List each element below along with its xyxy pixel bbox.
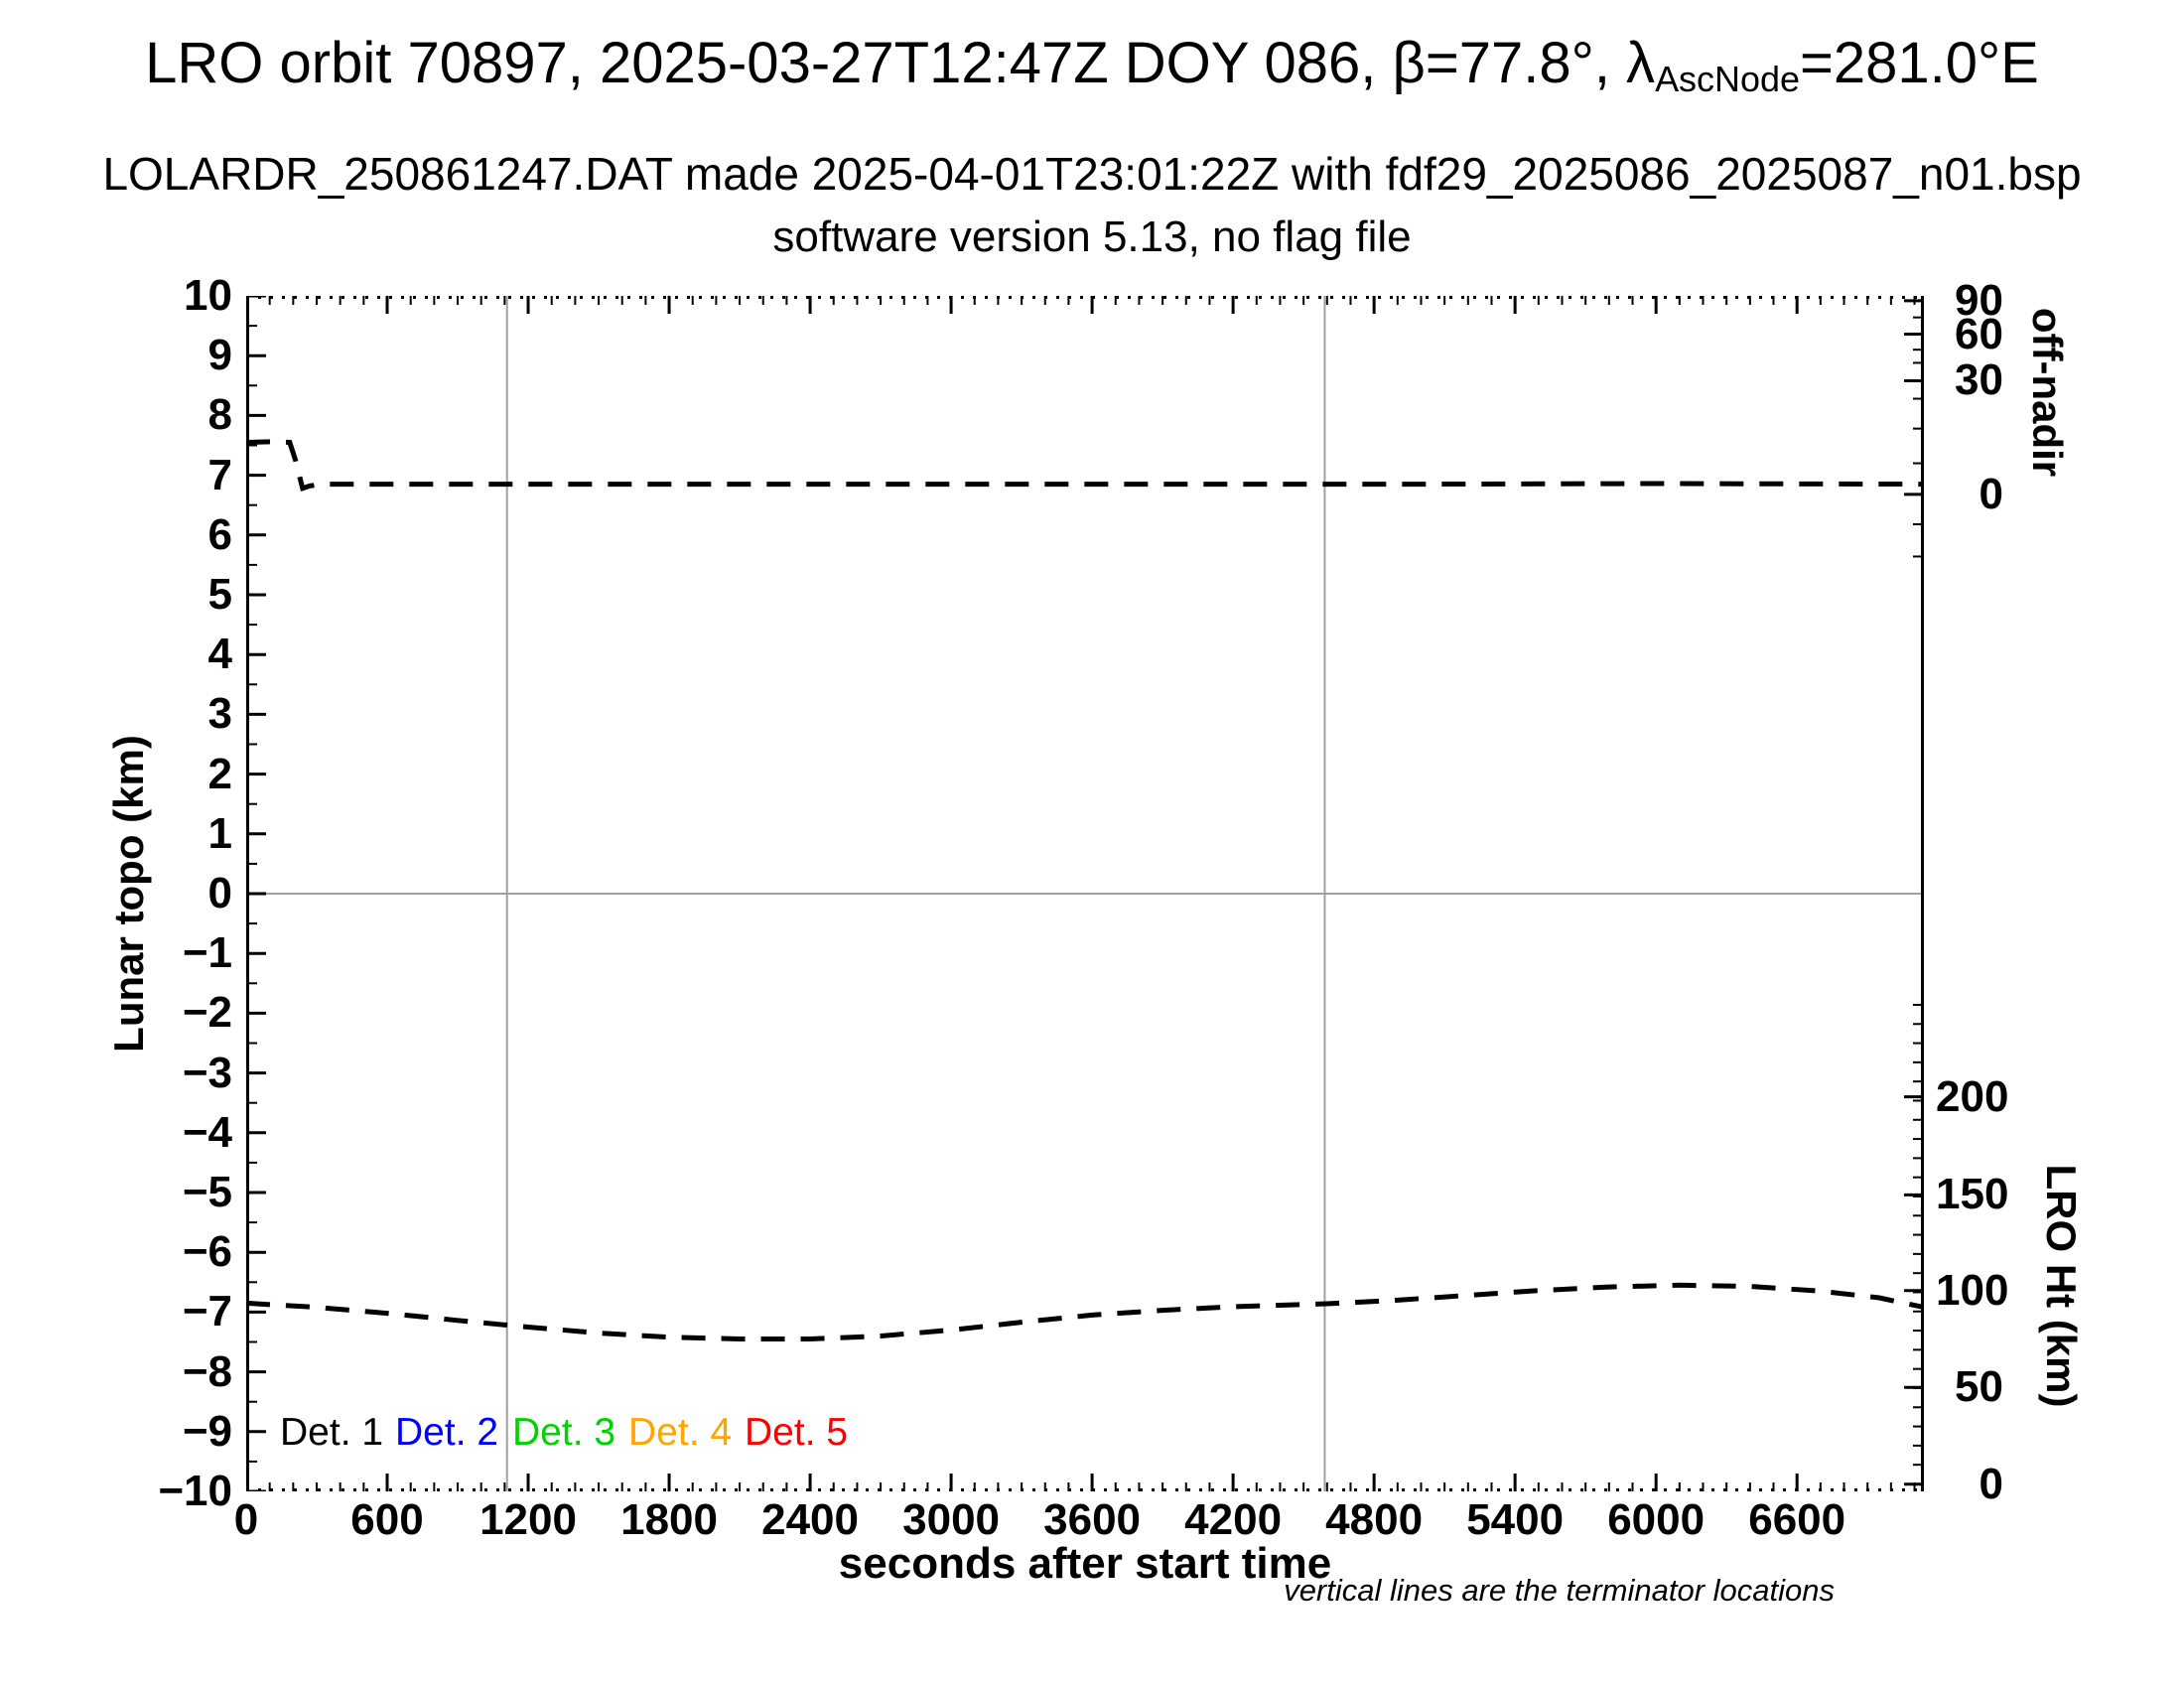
x-tick-label-1200: 1200 [479, 1495, 577, 1544]
left-tick-label-1: 1 [207, 808, 232, 858]
legend-item-det-5: Det. 5 [745, 1411, 849, 1454]
plot-area [246, 296, 1924, 1491]
left-tick-label-−6: −6 [182, 1227, 232, 1277]
left-tick-label-−7: −7 [182, 1287, 232, 1336]
left-tick-label-10: 10 [184, 271, 232, 320]
x-tick-label-1800: 1800 [620, 1495, 718, 1544]
x-tick-label-4800: 4800 [1325, 1495, 1424, 1544]
left-tick-label-8: 8 [207, 390, 232, 440]
legend-item-det-1: Det. 1 [280, 1411, 384, 1454]
left-tick-label-−5: −5 [182, 1168, 232, 1216]
left-tick-label-−4: −4 [182, 1107, 232, 1157]
x-tick-label-4200: 4200 [1184, 1495, 1283, 1544]
title-suffix: =281.0°E [1799, 31, 2039, 95]
offnadir-tick-label-0: 0 [1979, 469, 2003, 518]
legend-item-det-3: Det. 3 [512, 1411, 616, 1454]
left-tick-label-−2: −2 [182, 988, 232, 1038]
x-tick-label-3600: 3600 [1043, 1495, 1142, 1544]
offnadir-curve [246, 439, 1924, 492]
title-subscript: AscNode [1655, 58, 1800, 99]
left-tick-label-0: 0 [207, 869, 232, 917]
left-tick-label-−9: −9 [182, 1406, 232, 1456]
offnadir-axis-title: off-nadir [2024, 307, 2071, 478]
x-tick-label-0: 0 [233, 1495, 259, 1544]
lro-ht-tick-label-200: 200 [1936, 1071, 2009, 1121]
page-title: LRO orbit 70897, 2025-03-27T12:47Z DOY 0… [0, 30, 2184, 99]
terminator-footnote: vertical lines are the terminator locati… [1284, 1573, 1835, 1608]
lro-height-curve [246, 1282, 1924, 1341]
lro-ht-tick-label-150: 150 [1936, 1170, 2009, 1219]
lro-ht-tick-label-100: 100 [1936, 1265, 2009, 1315]
subtitle-filename: LOLARDR_250861247.DAT made 2025-04-01T23… [102, 148, 2082, 200]
x-tick-label-5400: 5400 [1466, 1495, 1565, 1544]
offnadir-tick-label-60: 60 [1955, 309, 2003, 358]
x-tick-label-6600: 6600 [1748, 1495, 1846, 1544]
left-tick-label-−3: −3 [182, 1048, 232, 1097]
left-tick-label-4: 4 [207, 630, 232, 679]
left-tick-label-−10: −10 [158, 1467, 232, 1515]
legend-item-det-4: Det. 4 [628, 1411, 733, 1454]
offnadir-tick-label-90: 90 [1955, 275, 2003, 325]
x-tick-label-3000: 3000 [902, 1495, 1001, 1544]
left-tick-label-−1: −1 [182, 928, 232, 978]
lro-ht-tick-label-0: 0 [1979, 1459, 2003, 1508]
subtitle-software-version: software version 5.13, no flag file [772, 212, 1412, 261]
lro-ht-tick-label-50: 50 [1955, 1362, 2003, 1412]
left-tick-label-−8: −8 [182, 1346, 232, 1396]
x-axis-title: seconds after start time [838, 1539, 1332, 1588]
lro-height-axis-title: LRO Ht (km) [2038, 1164, 2085, 1408]
x-tick-label-6000: 6000 [1607, 1495, 1706, 1544]
x-tick-label-2400: 2400 [761, 1495, 859, 1544]
left-tick-label-5: 5 [207, 570, 232, 619]
left-tick-label-7: 7 [207, 450, 232, 499]
offnadir-tick-label-30: 30 [1955, 355, 2003, 405]
legend-item-det-2: Det. 2 [395, 1411, 499, 1454]
left-tick-label-9: 9 [207, 331, 232, 380]
title-main: LRO orbit 70897, 2025-03-27T12:47Z DOY 0… [145, 31, 1656, 95]
left-tick-label-6: 6 [207, 509, 232, 559]
x-tick-label-600: 600 [350, 1495, 424, 1544]
left-tick-label-2: 2 [207, 749, 232, 798]
left-tick-label-3: 3 [207, 689, 232, 739]
